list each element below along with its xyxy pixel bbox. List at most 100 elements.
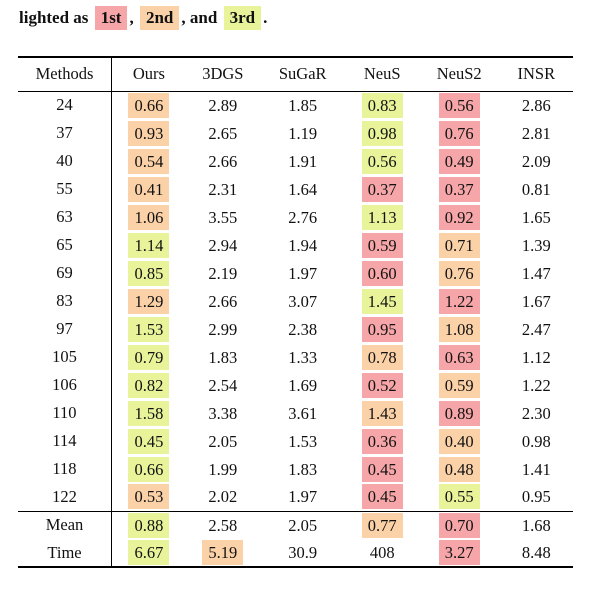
header-methods: Methods [18, 57, 112, 91]
value-cell: 1.22 [500, 371, 573, 399]
value-text: 1.22 [438, 288, 480, 314]
value-cell: 0.36 [346, 427, 419, 455]
value-text: 0.48 [438, 456, 480, 482]
legend-second-chip: 2nd [139, 6, 180, 30]
value-text: 0.85 [128, 260, 170, 286]
value-text: 0.76 [438, 120, 480, 146]
value-cell: 2.02 [186, 483, 260, 511]
table-row: 65 1.14 2.94 1.94 0.59 0.71 1.39 [18, 231, 573, 259]
value-text: 2.47 [521, 319, 551, 339]
value-text: 2.99 [208, 319, 238, 339]
header-insr: INSR [517, 64, 556, 84]
row-label: 110 [18, 399, 112, 427]
value-cell: 1.08 [419, 315, 500, 343]
value-text: 0.40 [438, 428, 480, 454]
value-text: 0.81 [521, 179, 551, 199]
value-cell: 0.79 [112, 343, 186, 371]
row-label: Time [18, 539, 112, 567]
value-text: 2.94 [208, 235, 238, 255]
row-label: 69 [18, 259, 112, 287]
value-cell: 1.14 [112, 231, 186, 259]
table-row: 37 0.93 2.65 1.19 0.98 0.76 2.81 [18, 119, 573, 147]
value-cell: 3.61 [260, 399, 346, 427]
value-text: 2.30 [521, 403, 551, 423]
value-cell: 2.05 [260, 511, 346, 539]
value-text: 0.59 [438, 372, 480, 398]
value-cell: 2.86 [500, 91, 573, 119]
value-text: 0.89 [438, 400, 480, 426]
value-text: 0.95 [361, 316, 403, 342]
value-cell: 1.83 [260, 455, 346, 483]
value-text: 1.19 [288, 123, 318, 143]
value-cell: 1.12 [500, 343, 573, 371]
value-cell: 1.91 [260, 147, 346, 175]
value-text: 0.83 [361, 92, 403, 118]
row-label: Mean [18, 511, 112, 539]
value-cell: 0.60 [346, 259, 419, 287]
table-row: 106 0.82 2.54 1.69 0.52 0.59 1.22 [18, 371, 573, 399]
value-cell: 1.53 [260, 427, 346, 455]
value-cell: 2.58 [186, 511, 260, 539]
header-neus: NeuS [363, 64, 401, 84]
value-text: 408 [369, 543, 395, 562]
value-cell: 2.38 [260, 315, 346, 343]
value-cell: 0.88 [112, 511, 186, 539]
results-table: Methods Ours 3DGS SuGaR NeuS NeuS2 INSR … [18, 56, 573, 568]
value-cell: 2.66 [186, 147, 260, 175]
value-cell: 1.06 [112, 203, 186, 231]
value-text: 0.70 [438, 512, 480, 538]
value-cell: 0.82 [112, 371, 186, 399]
value-text: 2.81 [521, 123, 551, 143]
value-text: 0.45 [361, 484, 403, 510]
row-label: 55 [18, 175, 112, 203]
value-cell: 1.39 [500, 231, 573, 259]
value-cell: 3.38 [186, 399, 260, 427]
value-cell: 5.19 [186, 539, 260, 567]
value-text: 2.66 [208, 291, 238, 311]
value-cell: 0.52 [346, 371, 419, 399]
value-text: 0.79 [128, 344, 170, 370]
value-text: 3.61 [288, 403, 318, 423]
value-text: 2.54 [208, 375, 238, 395]
value-text: 2.89 [208, 95, 238, 115]
value-cell: 8.48 [500, 539, 573, 567]
row-label: 83 [18, 287, 112, 315]
value-text: 3.55 [208, 207, 238, 227]
row-label: 122 [18, 483, 112, 511]
value-cell: 2.31 [186, 175, 260, 203]
value-cell: 1.64 [260, 175, 346, 203]
row-label: 118 [18, 455, 112, 483]
value-text: 0.71 [438, 232, 480, 258]
value-cell: 2.81 [500, 119, 573, 147]
value-text: 0.49 [438, 148, 480, 174]
value-text: 2.65 [208, 123, 238, 143]
value-cell: 1.94 [260, 231, 346, 259]
value-cell: 0.55 [419, 483, 500, 511]
value-cell: 2.89 [186, 91, 260, 119]
row-label: 97 [18, 315, 112, 343]
value-cell: 0.56 [346, 147, 419, 175]
value-cell: 2.09 [500, 147, 573, 175]
value-cell: 0.95 [346, 315, 419, 343]
value-cell: 0.76 [419, 119, 500, 147]
value-cell: 0.56 [419, 91, 500, 119]
header-row: Methods Ours 3DGS SuGaR NeuS NeuS2 INSR [18, 57, 573, 91]
value-text: 1.12 [521, 347, 551, 367]
table-row: 122 0.53 2.02 1.97 0.45 0.55 0.95 [18, 483, 573, 511]
value-text: 0.41 [128, 176, 170, 202]
value-cell: 0.45 [112, 427, 186, 455]
value-text: 3.38 [208, 403, 238, 423]
value-text: 1.29 [128, 288, 170, 314]
value-text: 1.41 [521, 459, 551, 479]
row-label: 114 [18, 427, 112, 455]
value-cell: 1.68 [500, 511, 573, 539]
value-text: 2.05 [208, 431, 238, 451]
value-text: 0.98 [361, 120, 403, 146]
value-cell: 3.07 [260, 287, 346, 315]
value-text: 1.91 [288, 151, 318, 171]
value-cell: 0.95 [500, 483, 573, 511]
table-row: 105 0.79 1.83 1.33 0.78 0.63 1.12 [18, 343, 573, 371]
table-footer: Mean 0.88 2.58 2.05 0.77 0.70 1.68 Time 6.67 5.19… [18, 511, 573, 567]
row-label: 106 [18, 371, 112, 399]
table-row: 69 0.85 2.19 1.97 0.60 0.76 1.47 [18, 259, 573, 287]
